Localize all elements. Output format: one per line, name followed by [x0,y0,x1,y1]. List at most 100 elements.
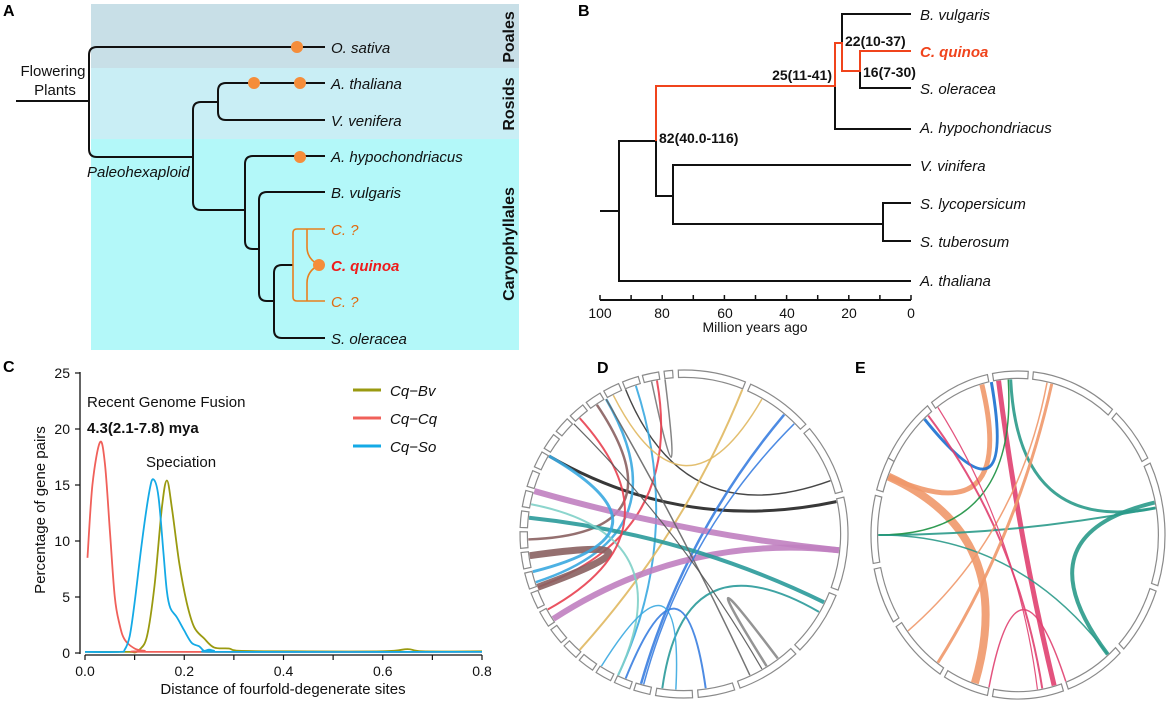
chromosome-segment [633,682,653,696]
chart-series [84,440,483,654]
chromosome-segment [654,687,694,699]
synteny-link [532,454,614,574]
chromosome-segment [736,647,797,689]
annotation-fusion-date: 4.3(2.1-7.8) mya [87,420,199,437]
chromosome-segment [895,621,945,675]
chromosome-segment [991,370,1029,382]
leaf-c-unknown-1: C. ? [331,222,359,239]
panel-a: A Poales Rosids Caryophyllales Flowering… [3,3,519,350]
synteny-link [726,596,779,667]
chromosome-segment [677,369,747,390]
annotation-speciation: Speciation [146,454,216,471]
y-tick-label: 15 [54,477,70,493]
panel-b: B B. vulgaris C. quinoa S. oleracea A. h… [578,3,1052,335]
panel-label-c: C [3,359,15,376]
circos-plot-d [519,369,849,699]
synteny-link [1070,500,1156,656]
chromosome-segment [519,510,530,529]
chromosome-segment [524,570,538,590]
wgd-dot [294,77,306,89]
wgd-dot [313,259,325,271]
root-label: Flowering [20,63,85,80]
tick-20: 20 [841,305,857,321]
chromosome-segment [663,369,674,380]
rosids-band [91,68,519,139]
leaf-s-tuberosum: S. tuberosum [920,234,1009,251]
x-tick-label: 0.6 [373,663,393,679]
chromosome-segment [533,451,550,471]
chromosome-segment [585,392,605,410]
y-tick-label: 5 [62,589,70,605]
synteny-link [936,383,1054,664]
leaf-b-vulgaris: B. vulgaris [920,7,991,24]
synteny-link [573,423,763,670]
chromosome-segment [613,675,633,690]
leaf-c-quinoa: C. quinoa [920,44,988,61]
caryophyllales-band [91,139,519,350]
panel-label-a: A [3,3,15,20]
synteny-link [533,488,840,554]
annotation-fusion: Recent Genome Fusion [87,394,245,411]
species-tree-a [16,46,325,339]
leaf-a-hypochondriacus: A. hypochondriacus [330,149,463,166]
leaf-a-thaliana: A. thaliana [919,273,991,290]
leaf-a-thaliana: A. thaliana [330,76,402,93]
chromosome-segment [569,404,589,422]
axis-label: Million years ago [702,319,807,335]
chromosome-segment [1111,412,1149,463]
series-line-cqso [84,478,483,653]
synteny-link [605,398,751,676]
y-tick-label: 20 [54,421,70,437]
tick-40: 40 [779,305,795,321]
synteny-link [528,515,825,605]
circos-plot-e [870,370,1166,700]
root-label-2: Plants [34,82,76,99]
synteny-link [529,545,613,591]
leaf-b-vulgaris: B. vulgaris [331,185,402,202]
leaf-s-lycopersicum: S. lycopersicum [920,196,1026,213]
chromosome-segment [1065,646,1121,690]
poales-band [91,4,519,68]
clade-poales: Poales [501,11,518,63]
x-tick-label: 0.0 [75,663,95,679]
wgd-dots [248,41,325,271]
legend: Cq−Bv Cq−Cq Cq−So [353,383,438,456]
tick-80: 80 [654,305,670,321]
chromosome-segment [538,607,556,628]
chromosome-segment [991,683,1065,700]
y-tick-label: 25 [54,365,70,381]
time-axis: 100 80 60 40 20 0 Million years ago [588,295,915,335]
x-axis-label: Distance of fourfold-degenerate sites [160,681,405,698]
node-label-16: 16(7-30) [863,64,916,80]
chromosome-segment [793,591,837,651]
paleohexaploid-label: Paleohexaploid [87,164,190,181]
x-tick-label: 0.2 [175,663,195,679]
wgd-dot [248,77,260,89]
synteny-link [617,385,658,676]
node-label-82: 82(40.0-116) [659,130,738,146]
synteny-link [878,534,1109,655]
synteny-link [528,404,630,541]
x-tick-label: 0.4 [274,663,294,679]
synteny-link [547,417,626,611]
leaf-o-sativa: O. sativa [331,40,390,57]
x-tick-label: 0.8 [472,663,492,679]
leaf-v-venifera: V. venifera [331,113,402,130]
legend-cq-cq: Cq−Cq [390,411,438,428]
tick-0: 0 [907,305,915,321]
synteny-link [624,389,831,496]
panel-label-d: D [597,360,609,377]
chromosome-segment [803,427,844,495]
chart-axes: 0 5 10 15 20 25 0.0 0.2 0.4 0.6 0.8 [54,365,492,679]
panel-d: D [519,360,849,699]
chromosome-segment [578,653,598,671]
chromosome-segment [563,639,582,659]
leaf-c-unknown-2: C. ? [331,294,359,311]
chromosome-segment [873,566,900,623]
synteny-link [923,381,999,471]
chromosome-segment [549,624,568,644]
chromosome-segment [696,682,736,699]
chromosome-segment [595,665,615,682]
clade-rosids: Rosids [501,77,518,130]
